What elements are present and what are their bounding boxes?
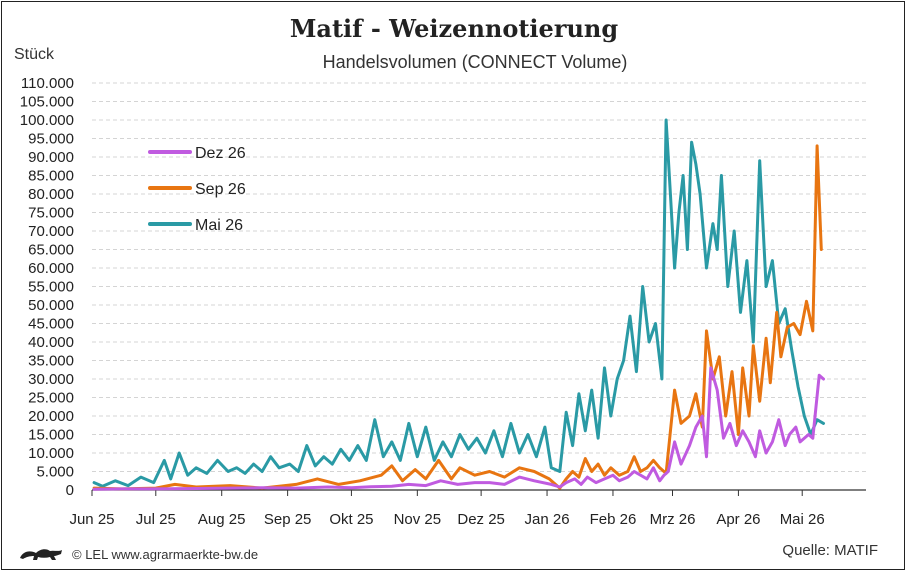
series-line-sep-26: [92, 144, 823, 491]
chart-title: Matif - Weizennotierung: [289, 14, 619, 43]
y-axis-unit: Stück: [14, 46, 55, 63]
source-text: Quelle: MATIF: [782, 542, 878, 559]
y-tick-label: 45.000: [28, 316, 74, 333]
x-tick-label: Apr 26: [716, 511, 760, 528]
y-tick-label: 90.000: [28, 149, 74, 166]
y-tick-label: 50.000: [28, 297, 74, 314]
y-tick-label: 35.000: [28, 353, 74, 370]
copyright-text: © LEL www.agrarmaerkte-bw.de: [72, 546, 259, 562]
x-tick-label: Jul 25: [136, 511, 176, 528]
y-tick-label: 20.000: [28, 408, 74, 425]
lion-logo-icon: [20, 549, 62, 560]
y-tick-label: 25.000: [28, 390, 74, 407]
y-tick-label: 10.000: [28, 445, 74, 462]
series-line-mai-26: [92, 118, 825, 488]
x-tick-label: Nov 25: [394, 511, 442, 528]
y-tick-label: 95.000: [28, 131, 74, 148]
y-tick-label: 5.000: [36, 464, 74, 481]
y-tick-label: 55.000: [28, 279, 74, 296]
legend-label: Mai 26: [195, 217, 243, 234]
y-tick-label: 0: [66, 482, 74, 499]
y-tick-label: 105.000: [20, 94, 74, 111]
legend-label: Dez 26: [195, 145, 246, 162]
x-tick-label: Jan 26: [525, 511, 570, 528]
series-line-dez-26: [92, 366, 825, 491]
x-tick-label: Aug 25: [198, 511, 246, 528]
chart-subtitle: Handelsvolumen (CONNECT Volume): [322, 52, 628, 72]
y-tick-label: 100.000: [20, 112, 74, 129]
legend-label: Sep 26: [195, 181, 246, 198]
x-tick-label: Okt 25: [329, 511, 373, 528]
y-tick-label: 15.000: [28, 427, 74, 444]
y-tick-label: 60.000: [28, 260, 74, 277]
y-tick-label: 85.000: [28, 168, 74, 185]
x-tick-label: Mrz 26: [650, 511, 696, 528]
x-tick-label: Feb 26: [590, 511, 637, 528]
y-tick-label: 110.000: [21, 75, 74, 92]
x-tick-label: Jun 25: [69, 511, 114, 528]
footer-copyright: © LEL www.agrarmaerkte-bw.de: [18, 546, 258, 562]
x-tick-label: Mai 26: [780, 511, 825, 528]
y-tick-label: 30.000: [28, 371, 74, 388]
y-tick-label: 80.000: [28, 186, 74, 203]
y-tick-label: 65.000: [28, 242, 74, 259]
x-tick-label: Dez 25: [457, 511, 505, 528]
y-tick-label: 40.000: [28, 334, 74, 351]
y-tick-label: 75.000: [28, 205, 74, 222]
x-tick-label: Sep 25: [264, 511, 312, 528]
y-tick-label: 70.000: [28, 223, 74, 240]
